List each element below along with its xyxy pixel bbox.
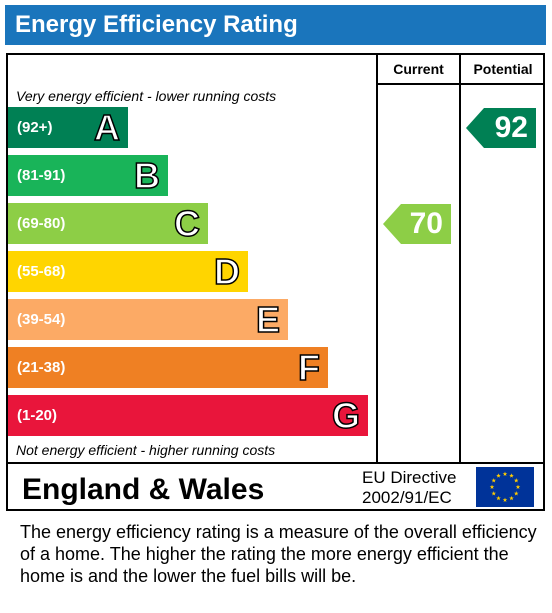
band-range-label: (39-54) [17,311,66,328]
eu-directive: EU Directive 2002/91/EC [362,468,456,508]
potential-rating-arrow-shape [466,108,536,148]
current-rating-arrow-shape [383,204,451,244]
top-caption: Very energy efficient - lower running co… [16,88,277,104]
band-e: (39-54) E [8,298,288,341]
band-letter: C [173,202,201,245]
band-range-label: (81-91) [17,167,66,184]
band-a: (92+) A [8,106,128,149]
potential-column-divider [459,53,461,464]
eu-star-icon [496,473,501,478]
band-letter: A [93,106,121,149]
directive-line-1: EU Directive [362,468,457,487]
band-letter: F [297,346,321,389]
eu-star-icon [513,491,519,496]
eu-star-icon [509,495,514,501]
potential-column-header: Potential [473,61,533,77]
current-rating-arrow: 70 [383,204,451,244]
rating-table [6,53,545,511]
band-g: (1-20) G [8,394,368,437]
current-column-divider [376,53,378,464]
current-rating-arrow-value: 70 [409,207,443,240]
column-header-divider [376,83,545,85]
potential-rating-arrow: 92 [466,108,536,148]
band-letter: D [213,250,241,293]
description-text: The energy efficiency rating is a measur… [20,522,537,586]
band-range-label: (21-38) [17,359,66,376]
eu-star-icon [489,484,495,489]
directive-line-2: 2002/91/EC [362,488,452,507]
band-letter: E [255,298,281,341]
band-c: (69-80) C [8,202,208,245]
eu-star-icon [491,478,497,483]
page-title: Energy Efficiency Rating [5,5,546,45]
eu-star-icon [509,473,514,478]
eu-star-icon [502,471,508,476]
band-range-label: (1-20) [17,407,58,424]
band-range-label: (55-68) [17,263,66,280]
eu-star-icon [491,491,497,496]
band-range-label: (69-80) [17,215,66,232]
potential-rating-arrow-value: 92 [494,111,528,144]
bottom-caption: Not energy efficient - higher running co… [16,442,276,458]
eu-star-icon [513,478,519,483]
band-letter: B [133,154,161,197]
eu-star-icon [502,497,508,502]
eu-star-icon [515,484,521,489]
eu-flag-icon [476,467,534,507]
band-f: (21-38) F [8,346,328,389]
current-column-header: Current [393,61,444,77]
band-letter: G [331,394,361,437]
band-b: (81-91) B [8,154,168,197]
footer-divider [6,462,545,464]
band-range-label: (92+) [17,119,53,136]
region-label: England & Wales [22,473,265,506]
band-d: (55-68) D [8,250,248,293]
eu-star-icon [496,495,501,501]
